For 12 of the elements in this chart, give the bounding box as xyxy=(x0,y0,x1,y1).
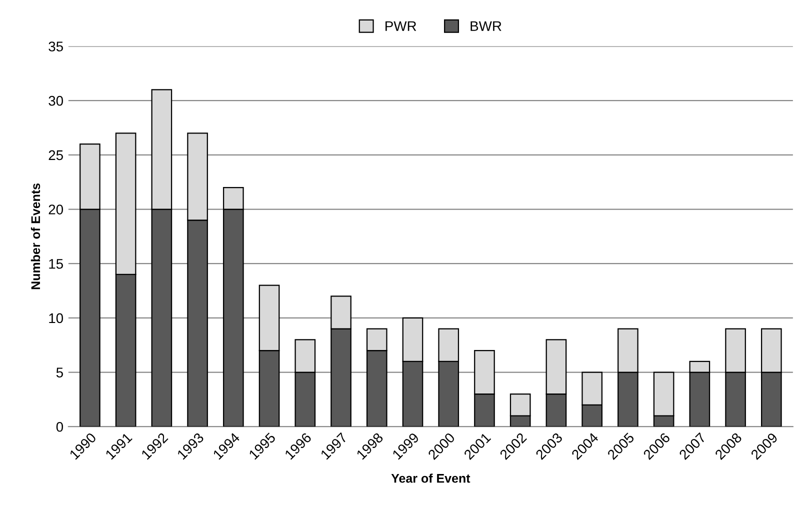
y-tick-label: 5 xyxy=(56,368,63,378)
y-tick-label: 15 xyxy=(49,259,63,269)
legend-label: BWR xyxy=(470,21,502,31)
y-tick-label: 10 xyxy=(49,313,64,324)
y-axis-title: Number of Events xyxy=(30,183,40,290)
legend-label: PWR xyxy=(386,21,416,31)
y-tick-label: 30 xyxy=(48,96,64,106)
y-tick-label: 20 xyxy=(48,204,64,214)
x-axis-title: Year of Event xyxy=(391,474,470,483)
y-tick-label: 25 xyxy=(48,150,63,160)
y-tick-label: 0 xyxy=(56,422,64,432)
y-tick-label: 35 xyxy=(48,42,63,52)
